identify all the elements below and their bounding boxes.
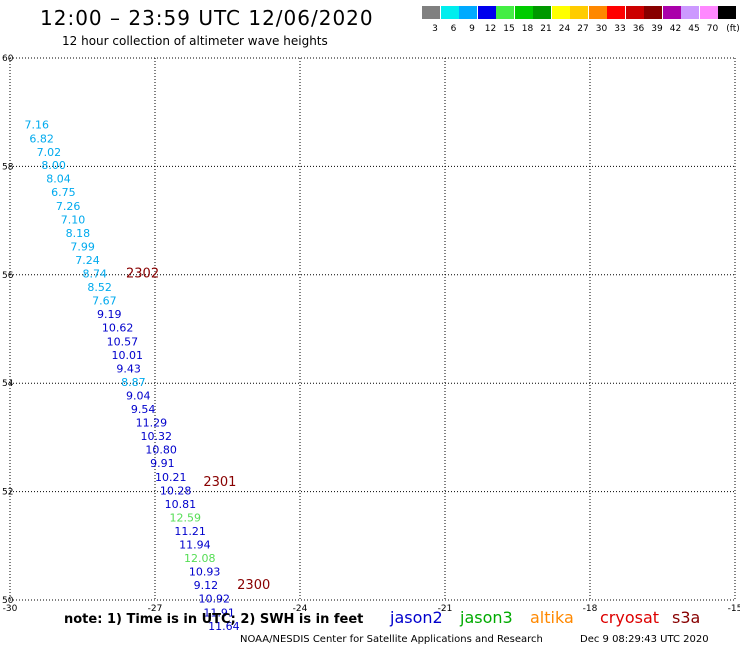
wave-height-label: 8.18 [66,227,91,240]
wave-height-label: 11.29 [136,417,168,430]
legend-label: 39 [651,24,663,34]
wave-height-label: 7.10 [61,213,86,226]
legend-label: 24 [558,24,571,34]
credit-line: NOAA/NESDIS Center for Satellite Applica… [240,634,543,645]
page-title: 12:00 – 23:59 UTC 12/06/2020 [40,6,374,30]
legend-swatch [496,6,514,19]
satellite-s3a: s3a [672,608,701,627]
pass-time-label: 2302 [126,267,159,282]
legend-swatch [533,6,551,19]
wave-height-label: 10.92 [199,593,231,606]
wave-height-label: 8.52 [87,281,112,294]
wave-height-label: 7.02 [37,146,62,159]
legend-label: 18 [521,24,534,34]
wave-height-label: 9.19 [97,308,122,321]
satellite-jason2: jason2 [390,608,443,627]
wave-height-label: 10.01 [112,349,144,362]
legend-swatch [662,6,681,19]
legend-label: 36 [632,24,645,34]
pass-time-label: 2301 [203,475,236,490]
wave-height-label: 10.62 [102,322,134,335]
y-tick-label: 60 [2,54,14,64]
legend-label: 21 [540,24,552,34]
wave-height-label: 10.93 [189,566,221,579]
legend-swatch [422,6,440,19]
generated-timestamp: Dec 9 08:29:43 UTC 2020 [580,634,709,645]
wave-height-label: 8.87 [121,376,145,389]
legend-label: 45 [688,24,700,34]
legend-label: 70 [706,24,719,34]
wave-height-label: 10.57 [107,335,138,348]
legend-label: 15 [503,24,515,34]
satellite-jason3: jason3 [460,608,513,627]
satellite-cryosat: cryosat [600,608,660,627]
y-tick-label: 58 [2,162,14,172]
y-tick-label: 54 [2,379,14,389]
wave-height-label: 12.59 [170,511,202,524]
wave-height-label: 6.82 [29,133,54,146]
legend-label: 30 [595,24,608,34]
wave-height-label: 8.74 [83,268,108,281]
legend-swatch [699,6,718,19]
wave-height-label: 10.28 [160,484,192,497]
wave-height-label: 10.80 [145,444,177,457]
wave-height-label: 7.67 [92,295,117,308]
wave-height-label: 11.94 [179,539,211,552]
wave-height-label: 7.26 [56,200,81,213]
wave-height-label: 7.16 [25,118,50,131]
legend-label: 27 [577,24,589,34]
legend-swatch [440,6,459,19]
legend-swatch [607,6,625,19]
legend-swatch [588,6,607,19]
legend-label: 33 [614,24,626,34]
wave-height-label: 10.32 [141,430,173,443]
wave-height-label: 9.12 [194,579,219,592]
wave-height-label: 8.04 [46,173,71,186]
legend-swatch [570,6,588,19]
wave-height-label: 7.99 [70,240,95,253]
legend-label: 9 [469,24,475,34]
wave-height-label: 10.81 [165,498,197,511]
legend-label: 12 [484,24,497,34]
legend-swatch [514,6,533,19]
wave-height-label: 7.24 [75,254,100,267]
wave-height-label: 9.91 [150,457,175,470]
legend-swatch [681,6,699,19]
legend-swatch [459,6,477,19]
legend-swatch [644,6,662,19]
wave-height-label: 6.75 [51,186,75,199]
wave-height-label: 12.08 [184,552,216,565]
wave-height-label: 11.64 [208,620,240,633]
wave-height-label: 8.00 [41,159,66,172]
x-tick-label: -30 [3,604,18,614]
wave-height-label: 9.43 [116,362,141,375]
x-tick-label: -15 [728,604,740,614]
y-tick-label: 52 [2,488,13,498]
y-tick-label: 56 [2,271,14,281]
legend-label: 3 [432,24,438,34]
satellite-altika: altika [530,608,574,627]
x-tick-label: -27 [148,604,163,614]
legend-unit: (ft) [726,24,740,34]
wave-height-label: 10.21 [155,471,187,484]
x-tick-label: -21 [438,604,453,614]
wave-height-label: 9.54 [131,403,156,416]
x-tick-label: -18 [583,604,598,614]
legend-label: 6 [450,24,457,34]
wave-height-label: 11.21 [174,525,206,538]
legend-swatch [551,6,570,19]
wave-height-label: 11.91 [203,606,235,619]
legend-label: 42 [669,24,682,34]
legend-swatch [477,6,496,19]
legend-swatch [625,6,644,19]
wave-height-label: 9.04 [126,389,151,402]
legend-swatch [718,6,736,19]
y-tick-label: 50 [2,596,14,606]
pass-time-label: 2300 [237,578,270,593]
footer-note: note: 1) Time is in UTC; 2) SWH is in fe… [64,612,364,627]
x-tick-label: -24 [293,604,308,614]
page-subtitle: 12 hour collection of altimeter wave hei… [62,34,328,48]
